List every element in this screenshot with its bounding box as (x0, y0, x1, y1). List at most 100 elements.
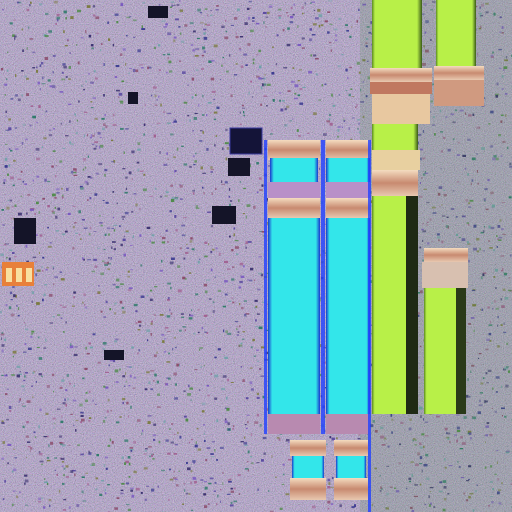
speckle (105, 371, 109, 373)
speckle (429, 487, 434, 489)
speckle (17, 307, 20, 310)
speckle (252, 61, 255, 65)
speckle (490, 54, 494, 58)
speckle (329, 23, 333, 25)
speckle (332, 104, 336, 107)
speckle (91, 270, 95, 273)
speckle (324, 83, 327, 86)
speckle (99, 144, 104, 148)
speckle (330, 49, 332, 52)
speckle (432, 124, 435, 126)
speckle (490, 191, 494, 195)
speckle (461, 442, 466, 445)
speckle (211, 441, 215, 443)
speckle (17, 98, 21, 102)
speckle (62, 233, 66, 235)
speckle (194, 55, 199, 57)
speckle (156, 380, 159, 384)
speckle (87, 199, 89, 201)
speckle (207, 102, 212, 104)
speckle (301, 6, 304, 10)
speckle (242, 379, 245, 382)
speckle (175, 383, 177, 386)
speckle (85, 472, 88, 474)
speckle (127, 276, 130, 278)
speckle (365, 95, 368, 98)
speckle (60, 317, 63, 320)
speckle (12, 184, 15, 187)
speckle (200, 180, 203, 182)
speckle (29, 208, 34, 211)
speckle (49, 129, 52, 131)
speckle (39, 234, 43, 237)
speckle (10, 98, 14, 100)
speckle (189, 314, 194, 317)
speckle (423, 2, 427, 6)
speckle (210, 225, 214, 228)
speckle (502, 288, 506, 291)
speckle (327, 478, 331, 482)
speckle (441, 204, 443, 206)
speckle (105, 386, 109, 389)
speckle (128, 476, 131, 478)
speckle (98, 145, 101, 149)
speckle (224, 356, 228, 359)
speckle (501, 482, 503, 484)
speckle (427, 221, 429, 223)
speckle (166, 377, 170, 379)
speckle (121, 483, 125, 485)
speckle (174, 215, 177, 218)
speckle (314, 17, 319, 20)
speckle (39, 64, 42, 67)
speckle (123, 235, 125, 238)
speckle (427, 242, 430, 245)
speckle (419, 456, 423, 460)
speckle (466, 499, 469, 502)
speckle (205, 459, 208, 462)
speckle (501, 415, 503, 417)
speckle (106, 227, 111, 230)
speckle (463, 416, 467, 419)
speckle (38, 373, 42, 376)
speckle (41, 375, 44, 377)
speckle (311, 1, 315, 3)
speckle (497, 491, 500, 495)
speckle (88, 342, 91, 345)
speckle (268, 490, 270, 492)
speckle (193, 164, 196, 166)
speckle (252, 338, 255, 342)
speckle (225, 418, 227, 421)
speckle (443, 189, 446, 191)
speckle (199, 348, 201, 351)
speckle (190, 44, 194, 46)
speckle (1, 420, 4, 422)
speckle (194, 94, 197, 96)
speckle (498, 239, 502, 241)
speckle (14, 127, 18, 129)
speckle (13, 217, 15, 220)
speckle (4, 480, 6, 483)
speckle (339, 504, 342, 507)
speckle (480, 382, 484, 385)
speckle (42, 76, 44, 80)
speckle (63, 10, 67, 14)
speckle (93, 258, 97, 261)
speckle (73, 296, 75, 299)
speckle (24, 375, 26, 378)
speckle (152, 86, 157, 89)
speckle (201, 54, 204, 57)
speckle (43, 347, 47, 349)
speckle (258, 272, 262, 275)
speckle (7, 51, 9, 53)
speckle (9, 306, 12, 309)
speckle (277, 15, 282, 17)
speckle (4, 338, 7, 342)
speckle (120, 243, 123, 247)
speckle (242, 331, 246, 333)
speckle (70, 413, 73, 415)
speckle (10, 313, 15, 317)
speckle (486, 382, 489, 384)
speckle (144, 388, 148, 391)
speckle (141, 25, 143, 29)
speckle (203, 36, 208, 40)
